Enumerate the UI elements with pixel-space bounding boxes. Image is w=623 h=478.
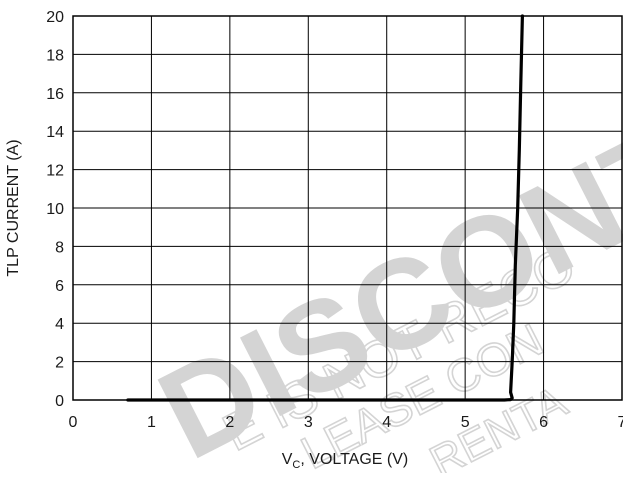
y-tick-label: 2 [55, 355, 64, 372]
x-tick-label: 6 [539, 414, 548, 431]
x-tick-label: 3 [304, 414, 313, 431]
x-tick-label: 0 [69, 414, 78, 431]
x-tick-labels: 0 1 2 3 4 5 6 7 [69, 414, 623, 431]
y-axis-label: TLP CURRENT (A) [5, 139, 22, 276]
y-tick-label: 8 [55, 239, 64, 256]
y-tick-label: 20 [46, 9, 64, 26]
y-tick-labels: 0 2 4 6 8 10 12 14 16 18 20 [46, 9, 64, 410]
y-tick-label: 6 [55, 278, 64, 295]
x-axis-label: VC, VOLTAGE (V) [282, 451, 409, 471]
x-tick-label: 1 [147, 414, 156, 431]
series [126, 14, 525, 402]
y-tick-label: 10 [46, 201, 64, 218]
y-tick-label: 4 [55, 316, 64, 333]
y-tick-label: 18 [46, 47, 64, 64]
y-tick-label: 12 [46, 163, 64, 180]
y-tick-label: 16 [46, 86, 64, 103]
grid [72, 15, 623, 401]
x-tick-label: 4 [382, 414, 391, 431]
y-tick-label: 14 [46, 124, 64, 141]
series-line-1 [126, 14, 525, 402]
y-tick-label: 0 [55, 393, 64, 410]
x-tick-label: 2 [225, 414, 234, 431]
x-tick-label: 5 [461, 414, 470, 431]
x-tick-label: 7 [618, 414, 623, 431]
